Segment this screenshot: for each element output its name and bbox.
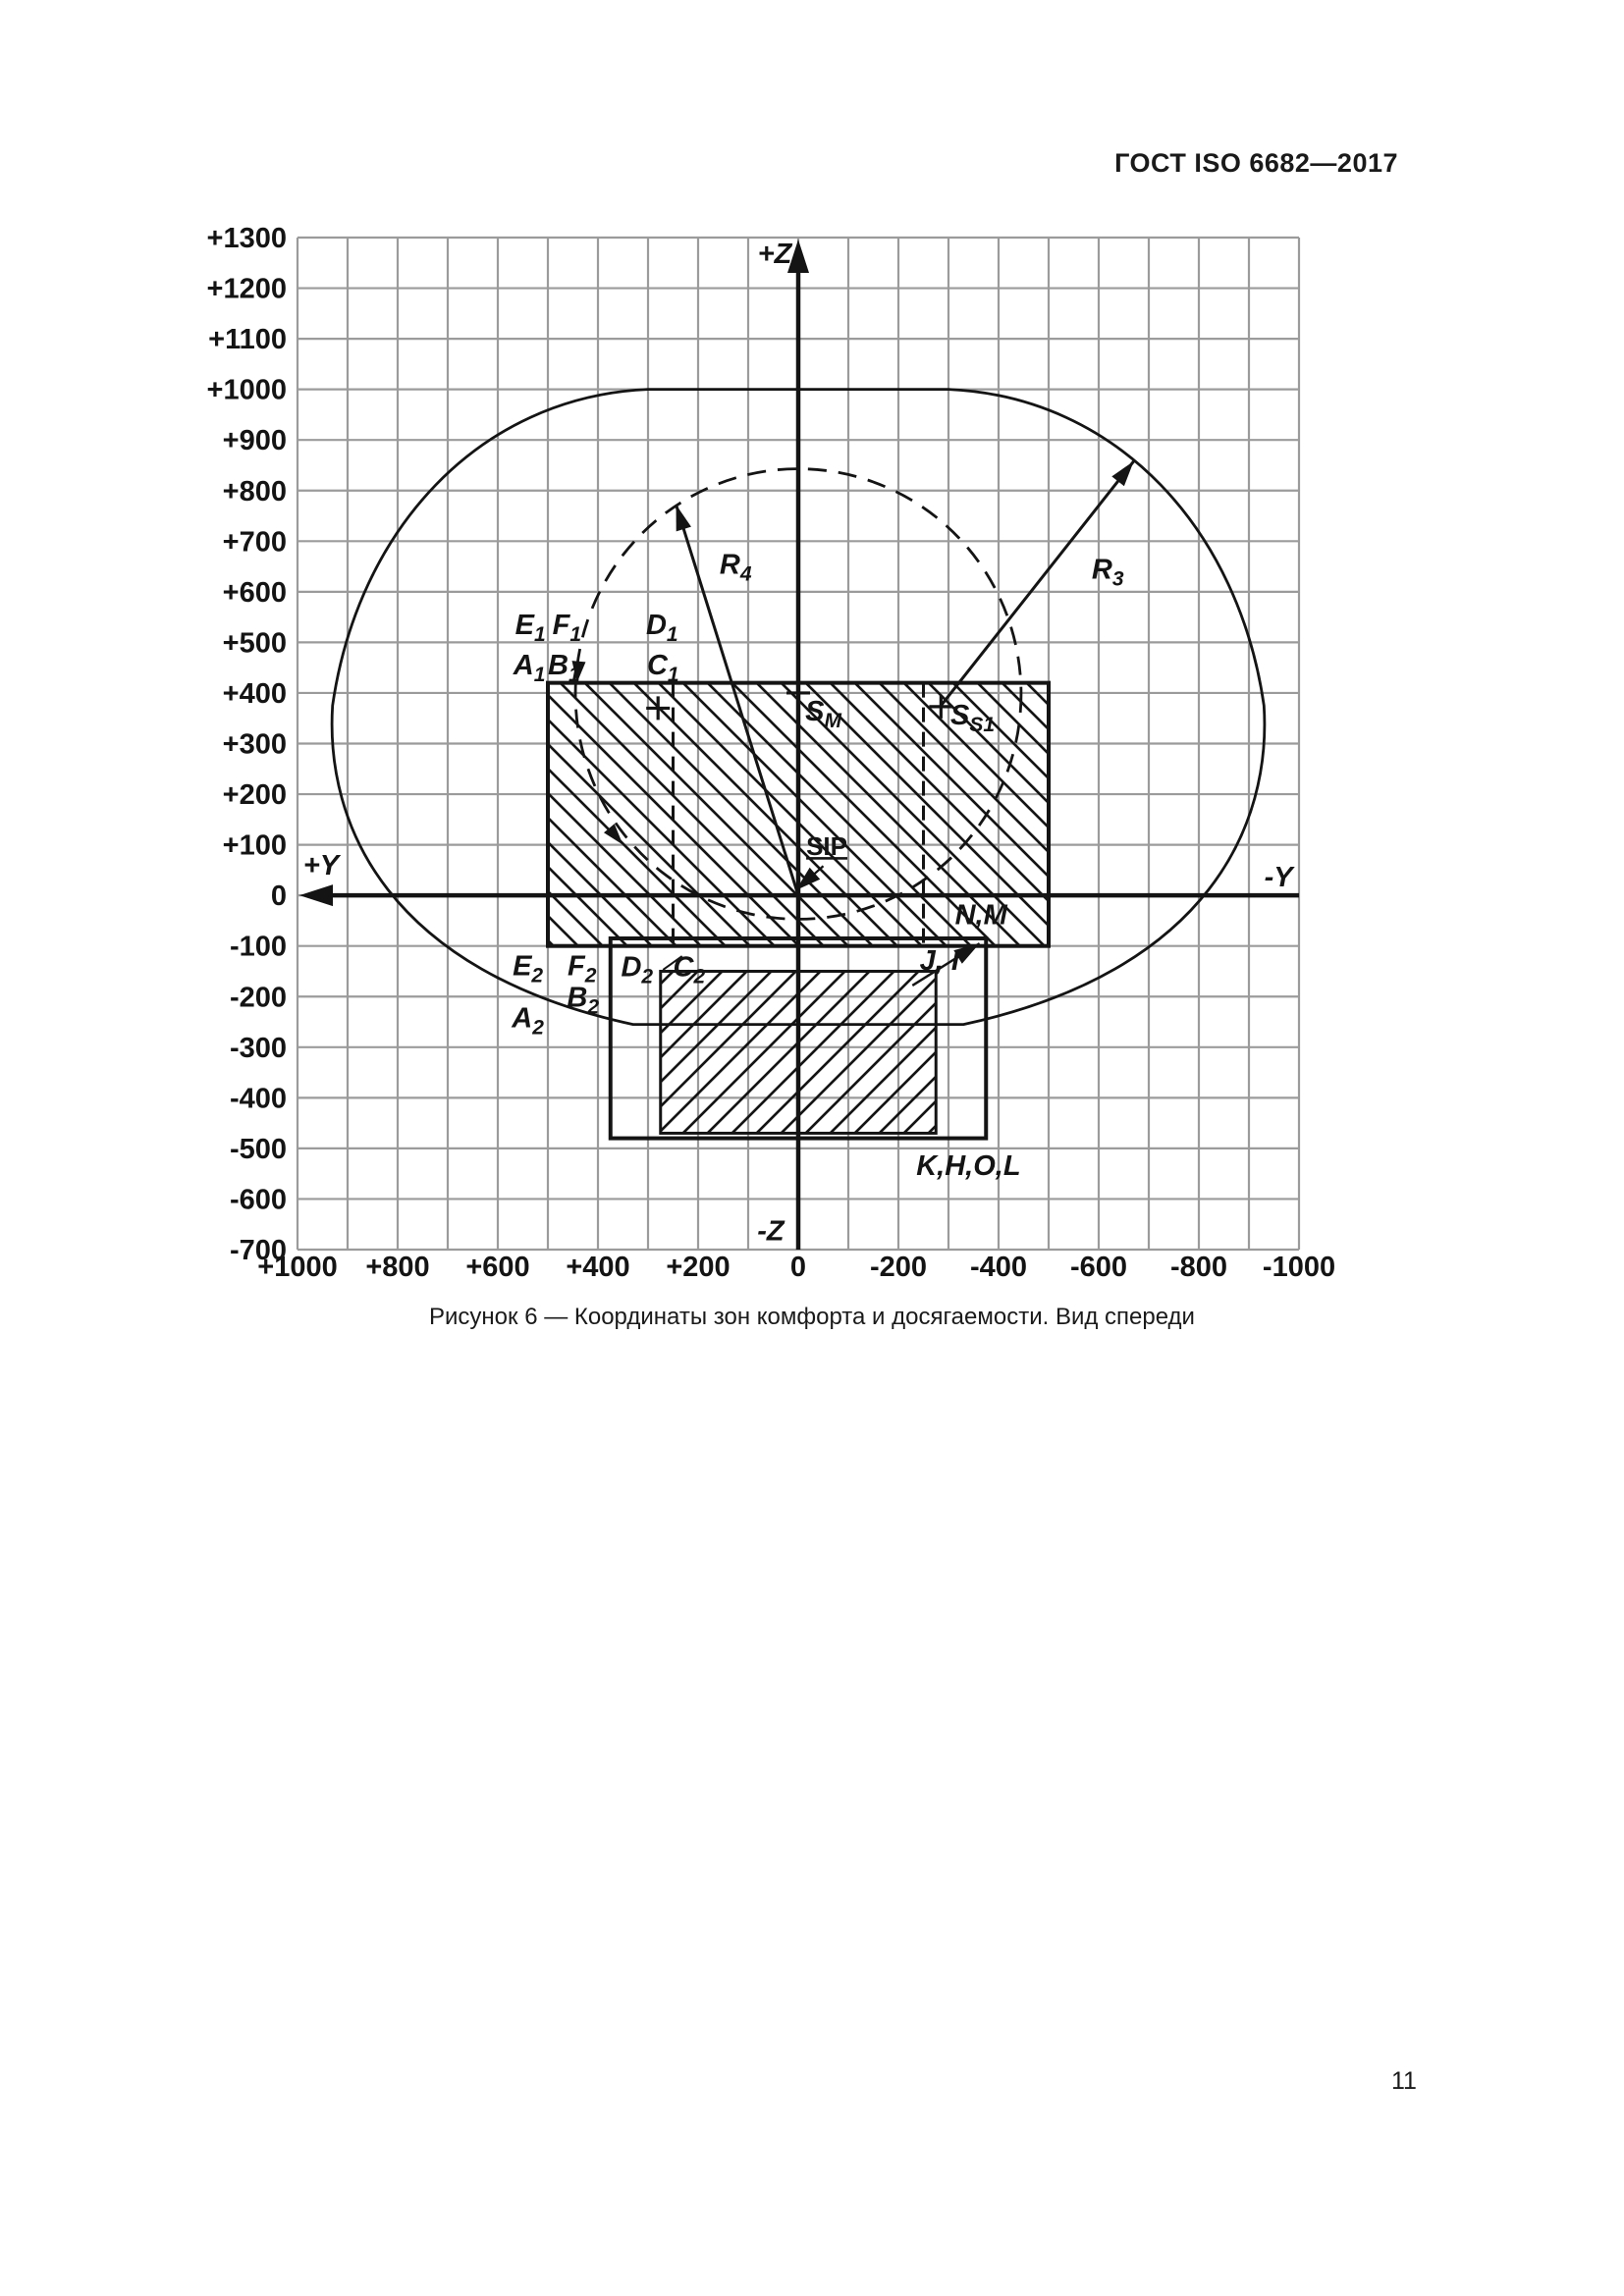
zone-labels: +Z -Z +Y -Y R4 R3 E1 F1 D1 A1 B1 C1 SM SS1 SIP N,M J, I E… <box>303 239 1295 1247</box>
y-tick-label: -200 <box>870 1252 927 1283</box>
sip-leader-arrow <box>794 865 825 891</box>
diagram-label: SM <box>805 696 841 732</box>
diagram-label: -Z <box>757 1215 785 1247</box>
y-tick-label: -400 <box>970 1252 1027 1283</box>
reach-circle-arrowhead <box>603 824 623 845</box>
diagram-label: N,M <box>955 900 1008 932</box>
document-header: ГОСТ ISO 6682—2017 <box>1114 148 1398 178</box>
z-tick-label: +200 <box>223 779 287 811</box>
y-axis-tick-labels: +1000 +800 +600 +400 +200 0 -200 -400 -600 -800 -1… <box>257 1252 1335 1283</box>
diagram-label: B1 <box>548 650 580 686</box>
z-tick-label: -400 <box>230 1083 287 1114</box>
r4-arrow <box>675 504 800 896</box>
seat-point-s_s <box>646 696 671 721</box>
diagram-label: F1 <box>553 610 581 646</box>
reach-envelope <box>330 388 1267 1026</box>
z-tick-label: -700 <box>230 1235 287 1266</box>
diagram-label: F2 <box>568 950 597 987</box>
diagram-label: SS1 <box>950 700 995 736</box>
diagram-label: E1 <box>515 610 546 646</box>
diagram-label: B2 <box>567 982 599 1018</box>
z-tick-label: +400 <box>223 678 287 710</box>
diagram-label: E2 <box>513 950 543 987</box>
z-tick-label: 0 <box>271 881 287 912</box>
z-tick-label: -300 <box>230 1033 287 1064</box>
z-axis-tick-labels: +1300+1200+1100+1000+900+800+700+600+500… <box>207 223 287 1266</box>
z-axis <box>787 240 809 1250</box>
diagram-label: D2 <box>621 951 653 988</box>
z-tick-label: +100 <box>223 830 287 862</box>
y-axis <box>299 884 1299 907</box>
label-leader <box>662 955 683 971</box>
seat-point-s_m <box>786 680 810 705</box>
diagram-label: SIP <box>806 831 847 861</box>
y-tick-label: 0 <box>790 1252 806 1283</box>
y-tick-label: +400 <box>566 1252 629 1283</box>
y-tick-label: +600 <box>465 1252 529 1283</box>
z-tick-label: +1100 <box>208 324 287 355</box>
z-tick-label: +800 <box>223 476 287 507</box>
z-tick-label: +700 <box>223 526 287 558</box>
r3-arrow <box>940 459 1135 707</box>
diagram-label: C1 <box>647 650 679 686</box>
z-tick-label: +1200 <box>207 274 287 305</box>
y-tick-label: +200 <box>666 1252 730 1283</box>
diagram-label: +Z <box>758 239 793 270</box>
diagram-label: J, I <box>920 945 960 977</box>
z-tick-label: +600 <box>223 577 287 609</box>
z-tick-label: -600 <box>230 1184 287 1215</box>
z-tick-label: +500 <box>223 627 287 659</box>
diagram-label: D1 <box>646 610 678 646</box>
figure-caption: Рисунок 6 — Координаты зон комфорта и до… <box>429 1304 1195 1330</box>
z-tick-label: -500 <box>230 1134 287 1165</box>
diagram-label: R4 <box>720 549 752 585</box>
y-tick-label: -1000 <box>1263 1252 1335 1283</box>
diagram-label: A1 <box>513 650 546 686</box>
z-tick-label: +300 <box>223 729 287 761</box>
z-tick-label: +1000 <box>207 375 287 406</box>
diagram-label: C2 <box>673 951 705 988</box>
reach-circle-arrowhead <box>571 661 586 683</box>
diagram-label: -Y <box>1265 862 1296 893</box>
diagram-label: K,H,O,L <box>916 1150 1020 1182</box>
y-tick-label: +1000 <box>257 1252 337 1283</box>
diagram-label: R3 <box>1092 555 1124 591</box>
diagram-label: +Y <box>303 850 342 881</box>
ji-leader-arrow <box>911 942 981 987</box>
y-tick-label: +800 <box>365 1252 429 1283</box>
z-tick-label: +900 <box>223 425 287 456</box>
z-tick-label: -200 <box>230 982 287 1013</box>
seat-point-s_s1 <box>929 694 953 719</box>
diagram-label: A2 <box>511 1002 544 1039</box>
y-tick-label: -600 <box>1070 1252 1127 1283</box>
y-tick-label: -800 <box>1170 1252 1227 1283</box>
z-tick-label: -100 <box>230 932 287 963</box>
page-number: 11 <box>1391 2067 1417 2095</box>
z-tick-label: +1300 <box>207 223 287 254</box>
